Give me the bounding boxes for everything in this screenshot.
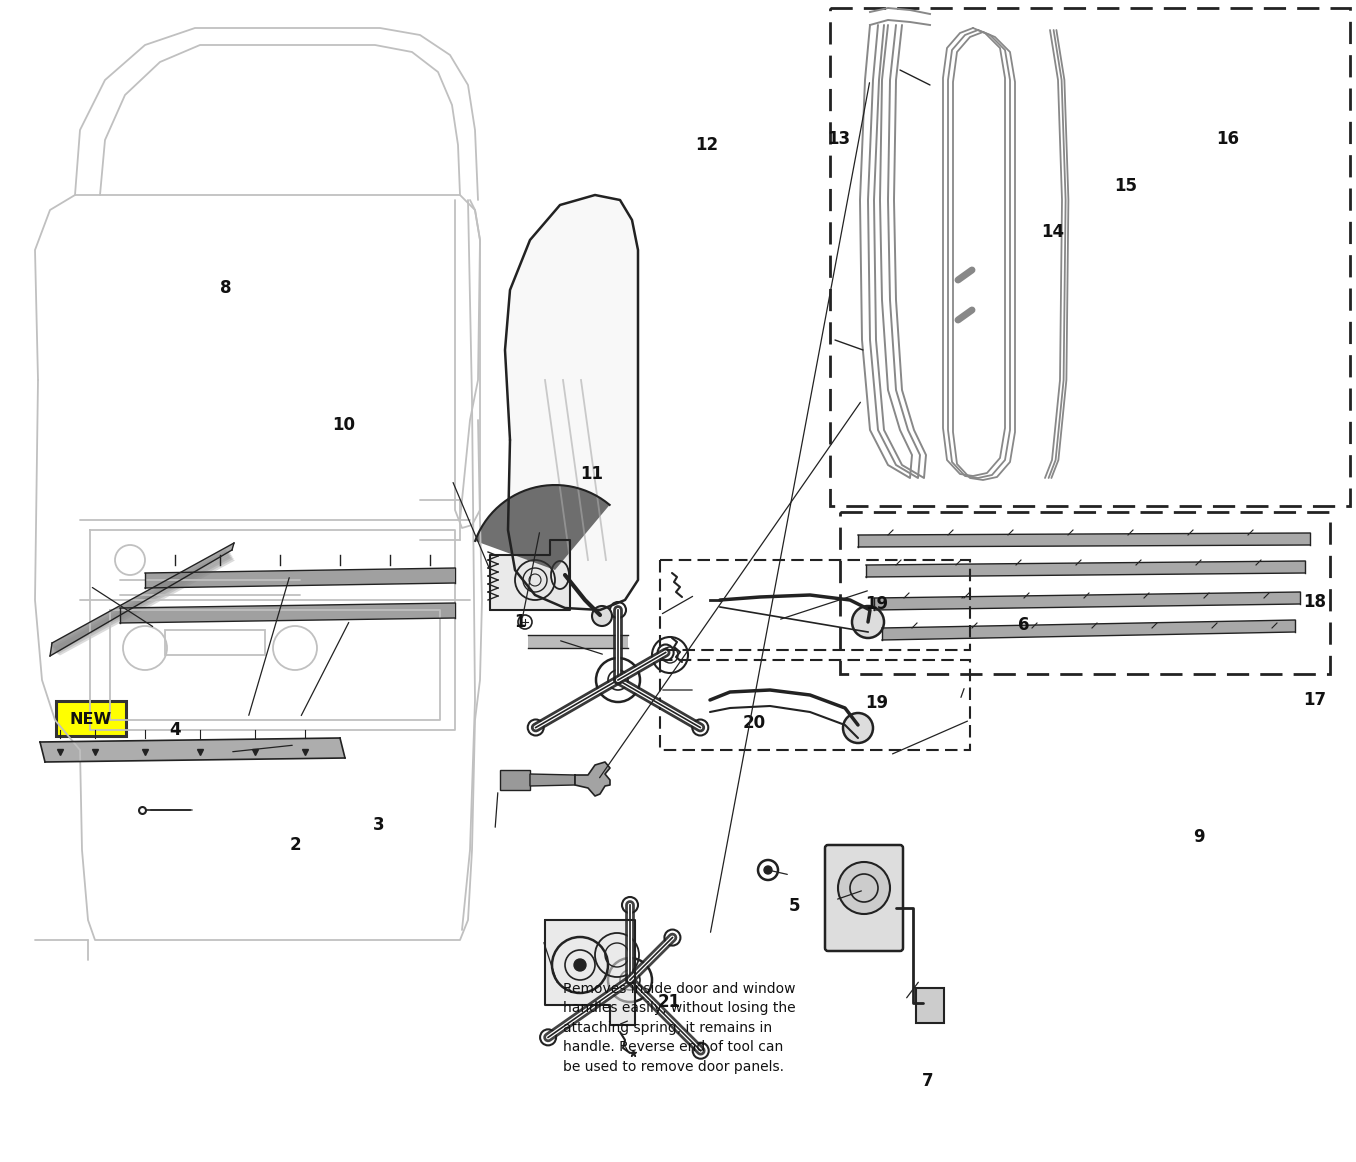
Polygon shape [500, 770, 530, 790]
Text: NEW: NEW [71, 711, 113, 726]
Bar [917, 988, 944, 1023]
Circle shape [693, 1042, 709, 1059]
Polygon shape [39, 738, 344, 762]
Text: 21: 21 [658, 992, 681, 1011]
Text: 15: 15 [1115, 177, 1138, 195]
Text: 18: 18 [1303, 593, 1326, 611]
Polygon shape [575, 762, 610, 796]
Bar [830, 8, 1351, 505]
Text: 7: 7 [922, 1071, 934, 1090]
Polygon shape [50, 550, 231, 648]
Text: 16: 16 [1216, 130, 1239, 149]
Text: 6: 6 [1018, 616, 1029, 633]
Text: 10: 10 [332, 416, 355, 435]
Text: 14: 14 [1041, 223, 1064, 242]
Text: 2: 2 [290, 837, 301, 854]
Text: 4: 4 [170, 720, 182, 739]
Polygon shape [52, 553, 233, 652]
Circle shape [593, 607, 612, 626]
Text: 11: 11 [580, 465, 603, 483]
Text: 5: 5 [789, 897, 800, 916]
Bar [660, 660, 970, 749]
Polygon shape [545, 920, 635, 1025]
Text: 19: 19 [865, 595, 888, 614]
Text: Removes inside door and window
handles easily, without losing the
attaching spri: Removes inside door and window handles e… [563, 982, 796, 1074]
Circle shape [664, 930, 681, 946]
Polygon shape [530, 774, 575, 786]
Polygon shape [504, 195, 639, 610]
Polygon shape [490, 540, 570, 610]
Polygon shape [866, 561, 1304, 578]
Circle shape [658, 645, 674, 660]
Circle shape [852, 607, 884, 638]
Bar [165, 630, 264, 655]
Text: 1: 1 [515, 612, 526, 631]
Circle shape [527, 719, 544, 736]
Text: 9: 9 [1193, 827, 1205, 846]
Polygon shape [875, 591, 1300, 610]
Polygon shape [527, 634, 628, 648]
Bar [839, 512, 1330, 674]
Polygon shape [475, 485, 610, 571]
Polygon shape [52, 551, 232, 651]
Text: 20: 20 [743, 713, 766, 732]
Circle shape [763, 866, 772, 874]
FancyBboxPatch shape [824, 845, 903, 951]
Circle shape [693, 719, 708, 736]
Text: 3: 3 [373, 816, 385, 834]
Polygon shape [50, 543, 235, 657]
Polygon shape [53, 554, 235, 654]
Polygon shape [119, 603, 456, 623]
Bar [660, 560, 970, 650]
Circle shape [610, 602, 626, 618]
Polygon shape [881, 621, 1295, 640]
Circle shape [540, 1030, 556, 1046]
FancyBboxPatch shape [56, 701, 126, 736]
Text: 8: 8 [220, 279, 231, 297]
Polygon shape [145, 568, 456, 588]
Text: 12: 12 [696, 136, 719, 155]
Polygon shape [54, 557, 235, 655]
Polygon shape [858, 533, 1310, 547]
Circle shape [574, 959, 586, 971]
Circle shape [843, 713, 873, 743]
Text: 13: 13 [827, 130, 850, 148]
Text: 19: 19 [865, 694, 888, 712]
Circle shape [838, 862, 890, 914]
Circle shape [622, 897, 639, 913]
Text: 17: 17 [1303, 690, 1326, 709]
